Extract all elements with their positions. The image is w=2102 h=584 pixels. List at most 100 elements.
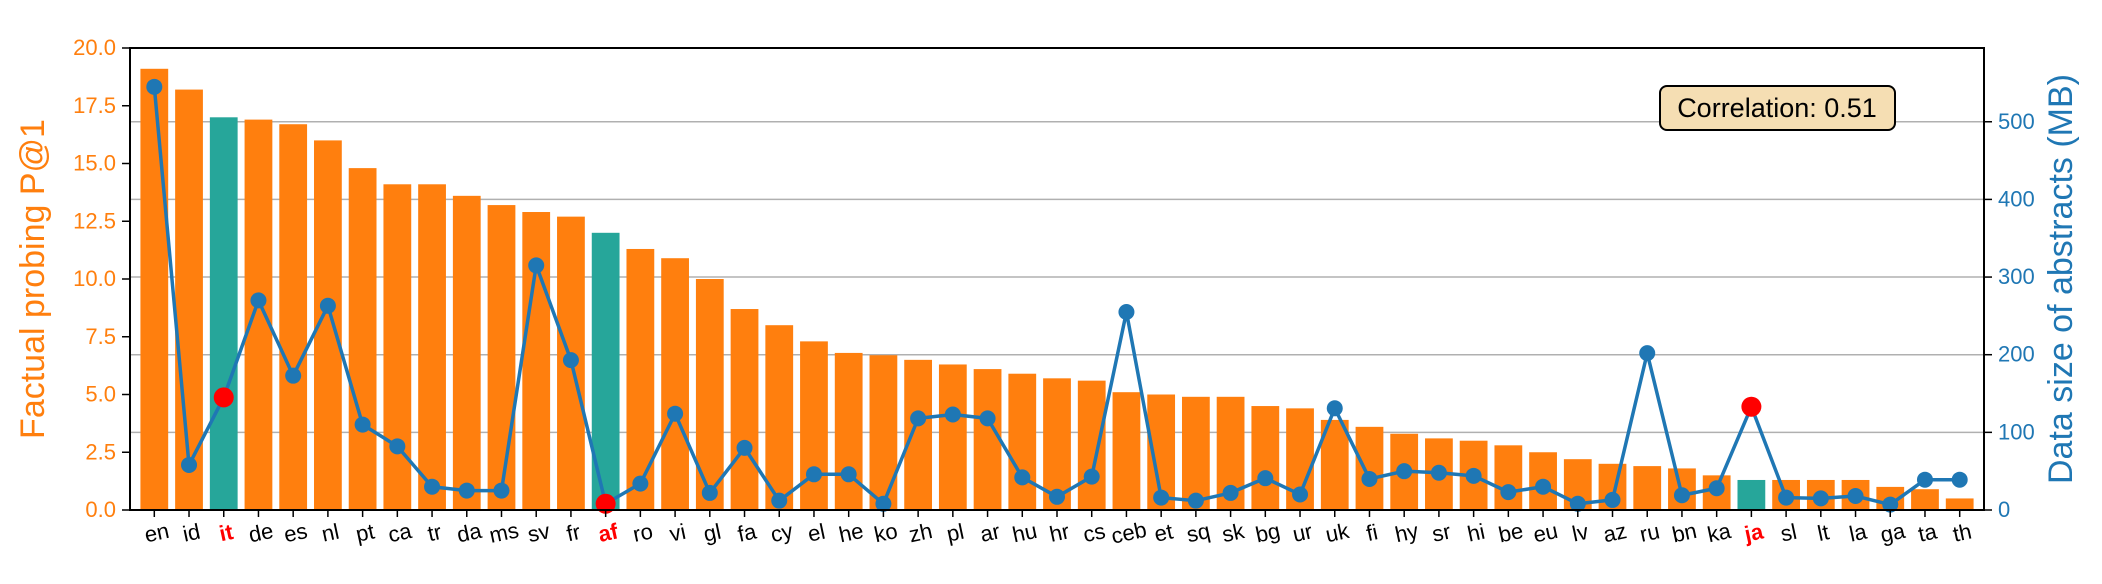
- bars: [140, 68, 1974, 511]
- bar: [418, 184, 446, 511]
- x-tick-label: de: [246, 518, 275, 548]
- x-tick-label: be: [1496, 518, 1525, 548]
- bar: [661, 258, 689, 510]
- x-tick-label: vi: [667, 519, 688, 547]
- bar: [452, 195, 481, 510]
- bar: [244, 119, 273, 511]
- x-tick-label: bg: [1253, 518, 1282, 548]
- annotation-text: Correlation: 0.51: [1677, 93, 1877, 123]
- data-point: [1430, 464, 1447, 481]
- x-tick-label: tr: [425, 519, 443, 546]
- data-size-points: [146, 78, 1968, 514]
- x-tick-label: sq: [1184, 518, 1212, 547]
- left-tick-label: 12.5: [73, 208, 116, 233]
- data-point: [1604, 491, 1621, 508]
- data-point: [562, 352, 579, 369]
- left-tick-label: 20.0: [73, 35, 116, 60]
- data-point: [1741, 396, 1762, 417]
- data-point: [1049, 488, 1065, 505]
- data-point: [1083, 468, 1100, 485]
- left-tick-label: 15.0: [73, 151, 116, 176]
- x-tick-label: hr: [1047, 518, 1071, 547]
- x-tick-label: sk: [1220, 518, 1248, 547]
- x-tick-label: et: [1152, 519, 1175, 547]
- x-tick-label: hi: [1465, 519, 1487, 547]
- bar: [1494, 445, 1523, 510]
- bar: [765, 325, 794, 510]
- bar: [140, 68, 169, 510]
- x-axis: en id it de es nl pt ca tr da ms sv fr af ro vi gl fa cy el…: [142, 510, 1974, 549]
- data-point: [1292, 486, 1309, 503]
- bar: [904, 359, 933, 510]
- data-point: [771, 492, 788, 509]
- bar: [279, 124, 308, 510]
- data-point: [1396, 463, 1413, 480]
- x-tick-label: es: [282, 518, 310, 547]
- bar: [695, 279, 724, 510]
- x-tick-label: th: [1951, 519, 1974, 547]
- x-tick-label: ro: [631, 518, 655, 547]
- x-tick-label: lt: [1815, 519, 1831, 546]
- x-tick-label: id: [180, 519, 202, 547]
- data-point: [1153, 489, 1170, 506]
- bar: [1251, 406, 1280, 510]
- bar: [869, 355, 898, 510]
- data-point: [319, 297, 336, 314]
- data-point: [354, 416, 371, 433]
- correlation-annotation: Correlation: 0.51: [1659, 85, 1896, 131]
- x-tick-label: ur: [1290, 518, 1314, 547]
- bar: [1633, 466, 1662, 510]
- right-tick-label: 500: [1998, 109, 2035, 134]
- x-tick-label: ceb: [1109, 517, 1149, 549]
- x-tick-label: bn: [1670, 518, 1699, 548]
- data-point: [1812, 490, 1829, 507]
- data-point: [1569, 495, 1586, 512]
- data-point: [1326, 400, 1343, 417]
- x-tick-label: sv: [525, 518, 552, 547]
- data-point: [840, 466, 857, 483]
- x-tick-label: az: [1601, 518, 1629, 547]
- left-axis: 0.0 2.5 5.0 7.5 10.0 12.5 15.0 17.5 20.0: [73, 35, 130, 522]
- x-tick-label: af: [596, 518, 621, 547]
- x-tick-label: hu: [1010, 518, 1039, 548]
- x-tick-label: pl: [944, 519, 966, 547]
- x-tick-label: ms: [487, 517, 521, 548]
- x-tick-label: fa: [735, 518, 759, 546]
- data-point: [875, 495, 892, 512]
- x-tick-label: fi: [1364, 519, 1380, 546]
- x-tick-label: sl: [1778, 519, 1799, 547]
- right-tick-label: 400: [1998, 186, 2035, 211]
- data-point: [493, 482, 510, 499]
- data-point: [1951, 471, 1968, 488]
- data-point: [1778, 489, 1795, 506]
- data-point: [181, 456, 198, 473]
- data-point: [1257, 470, 1274, 487]
- bar: [1737, 479, 1766, 510]
- x-tick-label: it: [217, 519, 236, 546]
- data-point: [424, 478, 441, 495]
- left-tick-label: 17.5: [73, 93, 116, 118]
- left-axis-label: Factual probing P@1: [14, 119, 52, 439]
- x-tick-label: cy: [768, 518, 795, 547]
- data-point: [1708, 480, 1725, 497]
- x-tick-label: el: [805, 519, 827, 547]
- x-tick-label: pt: [353, 519, 376, 547]
- bar: [522, 212, 551, 510]
- right-axis: 0 100 200 300 400 500: [1984, 109, 2035, 522]
- left-tick-label: 2.5: [85, 439, 116, 464]
- data-point: [595, 493, 616, 514]
- x-tick-label: ca: [386, 518, 415, 547]
- bar: [626, 248, 655, 510]
- data-point: [736, 439, 753, 456]
- bar: [175, 89, 203, 510]
- bar: [487, 205, 516, 510]
- data-point: [632, 475, 649, 492]
- x-tick-label: ta: [1916, 518, 1940, 546]
- right-tick-label: 100: [1998, 419, 2035, 444]
- data-point: [701, 484, 718, 501]
- x-tick-label: eu: [1531, 518, 1560, 548]
- data-point: [528, 257, 545, 274]
- annotation-box: [1659, 85, 1896, 131]
- data-point: [944, 406, 961, 423]
